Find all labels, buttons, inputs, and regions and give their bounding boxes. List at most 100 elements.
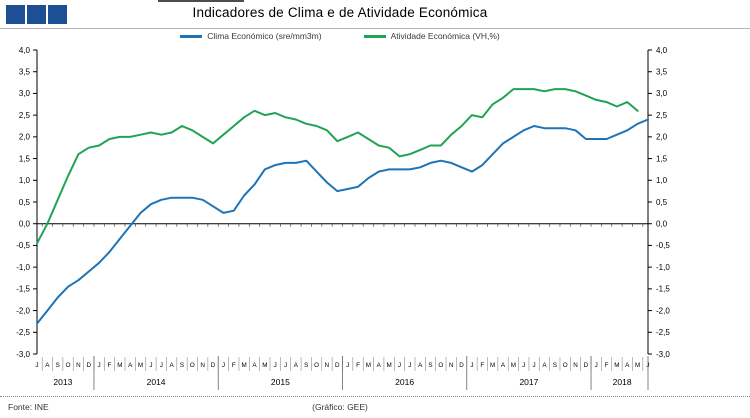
month-label: D [211,362,216,369]
month-label: M [138,362,143,369]
month-label: M [366,362,371,369]
footer-source: Fonte: INE [8,402,49,412]
left-y-tick-label: 2,0 [19,133,31,142]
month-label: M [241,362,246,369]
logo-square-2 [27,5,46,24]
year-label: 2015 [271,377,290,387]
month-label: A [128,362,133,369]
legend-label-atividade: Atividade Económica (VH,%) [390,31,500,41]
month-label: J [595,362,598,369]
month-label: A [377,362,382,369]
right-y-tick-label: 0,5 [656,198,668,207]
page-title: Indicadores de Clima e de Atividade Econ… [192,5,488,20]
footer-credit: (Gráfico: GEE) [312,402,368,412]
month-label: F [356,362,360,369]
month-label: S [180,362,184,369]
month-label: O [314,362,319,369]
month-label: S [56,362,60,369]
month-label: F [108,362,112,369]
chart-legend: Clima Económico (sre/mm3m) Atividade Eco… [0,31,680,41]
month-label: D [335,362,340,369]
left-y-tick-label: -3,0 [16,350,30,359]
left-y-tick-label: -2,0 [16,306,30,315]
month-label: A [625,362,630,369]
legend-label-clima: Clima Económico (sre/mm3m) [207,31,322,41]
year-label: 2014 [147,377,166,387]
right-y-tick-label: -1,0 [656,263,670,272]
month-label: M [262,362,267,369]
month-label: D [86,362,91,369]
month-label: A [294,362,299,369]
left-y-tick-label: 3,0 [19,89,31,98]
month-label: S [428,362,432,369]
footer-divider [0,396,750,397]
month-label: F [605,362,609,369]
right-y-tick-label: 2,5 [656,111,668,120]
series-line-clima [36,118,649,325]
month-label: F [232,362,236,369]
month-label: J [35,362,38,369]
year-label: 2013 [53,377,72,387]
month-label: J [346,362,349,369]
month-label: J [522,362,525,369]
month-label: J [533,362,536,369]
year-label: 2017 [519,377,538,387]
month-label: A [542,362,547,369]
month-label: J [470,362,473,369]
month-label: S [304,362,308,369]
logo-square-3 [48,5,67,24]
left-y-tick-label: 1,0 [19,176,31,185]
legend-swatch-atividade [363,34,386,38]
month-label: N [76,362,81,369]
month-label: O [438,362,443,369]
left-y-tick-label: 0,5 [19,198,31,207]
month-label: O [66,362,71,369]
left-y-tick-label: 4,0 [19,46,31,55]
left-y-tick-label: 3,5 [19,68,31,77]
right-y-tick-label: -2,0 [656,306,670,315]
year-label: 2016 [395,377,414,387]
legend-item-atividade: Atividade Económica (VH,%) [363,31,500,41]
month-label: J [284,362,287,369]
month-label: M [490,362,495,369]
month-label: D [584,362,589,369]
month-label: M [386,362,391,369]
month-label: A [252,362,257,369]
month-label: J [408,362,411,369]
month-label: J [160,362,163,369]
month-label: J [398,362,401,369]
right-y-tick-label: -1,5 [656,285,670,294]
right-y-tick-label: 3,5 [656,68,668,77]
month-label: O [190,362,195,369]
month-label: J [98,362,101,369]
month-label: M [614,362,619,369]
screenshot-edge-artifact [158,0,244,2]
month-label: J [222,362,225,369]
month-label: M [511,362,516,369]
legend-swatch-clima [180,34,203,38]
month-label: N [449,362,454,369]
title-divider [0,28,750,29]
month-label: O [563,362,568,369]
right-y-tick-label: -0,5 [656,241,670,250]
right-y-tick-label: 2,0 [656,133,668,142]
month-label: J [149,362,152,369]
month-label: J [274,362,277,369]
left-y-tick-label: 0,0 [19,220,31,229]
left-y-tick-label: -1,5 [16,285,30,294]
right-y-tick-label: 0,0 [656,220,668,229]
month-label: A [418,362,423,369]
series-line-atividade [36,88,639,245]
right-y-tick-label: -2,5 [656,328,670,337]
right-y-tick-label: 4,0 [656,46,668,55]
month-label: N [573,362,578,369]
month-label: A [501,362,506,369]
month-label: M [635,362,640,369]
left-y-tick-label: 1,5 [19,154,31,163]
logo [6,5,67,24]
month-label: N [325,362,330,369]
month-label: S [553,362,557,369]
left-y-tick-label: 2,5 [19,111,31,120]
month-label: A [170,362,175,369]
